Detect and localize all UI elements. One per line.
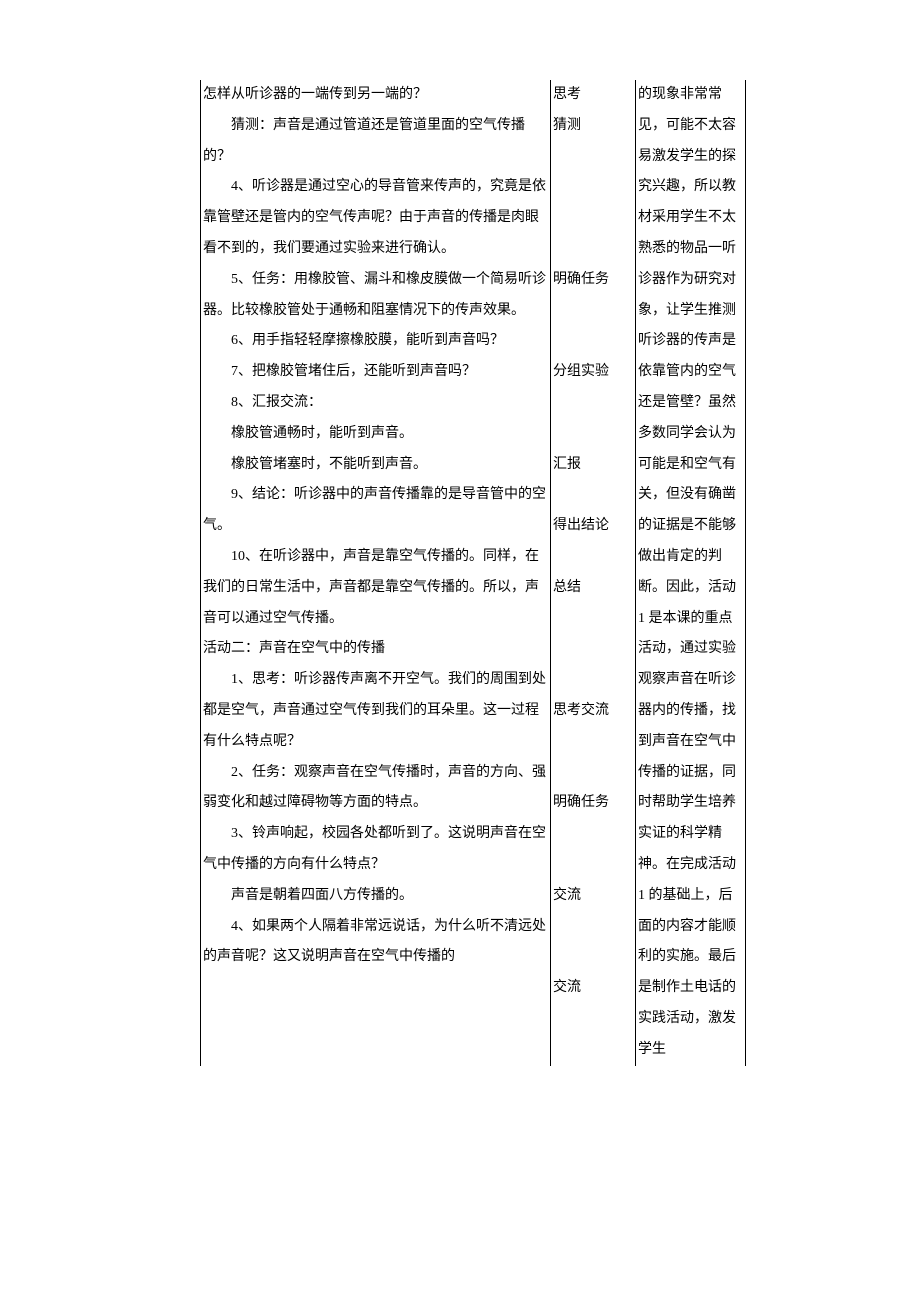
cell-line bbox=[553, 727, 633, 758]
cell-line bbox=[553, 819, 633, 850]
cell-line bbox=[553, 912, 633, 943]
cell-line bbox=[553, 172, 633, 203]
cell-line bbox=[553, 480, 633, 511]
cell-line bbox=[553, 758, 633, 789]
activity-heading: 活动二：声音在空气中的传播 bbox=[203, 634, 548, 665]
paragraph: 6、用手指轻轻摩擦橡胶膜，能听到声音吗？ bbox=[203, 326, 548, 357]
cell-line bbox=[553, 604, 633, 635]
cell-line: 思考 bbox=[553, 80, 633, 111]
teacher-activity-column: 怎样从听诊器的一端传到另一端的？ 猜测：声音是通过管道还是管道里面的空气传播的？… bbox=[201, 80, 551, 1066]
cell-line bbox=[553, 296, 633, 327]
cell-line: 思考交流 bbox=[553, 696, 633, 727]
cell-line bbox=[553, 142, 633, 173]
cell-line bbox=[553, 326, 633, 357]
cell-line: 汇报 bbox=[553, 450, 633, 481]
paragraph: 4、听诊器是通过空心的导音管来传声的，究竟是依靠管壁还是管内的空气传声呢？由于声… bbox=[203, 172, 548, 264]
paragraph: 橡胶管堵塞时，不能听到声音。 bbox=[203, 450, 548, 481]
paragraph: 4、如果两个人隔着非常远说话，为什么听不清远处的声音呢？这又说明声音在空气中传播… bbox=[203, 912, 548, 974]
paragraph: 猜测：声音是通过管道还是管道里面的空气传播的？ bbox=[203, 111, 548, 173]
paragraph: 7、把橡胶管堵住后，还能听到声音吗？ bbox=[203, 357, 548, 388]
cell-line: 得出结论 bbox=[553, 511, 633, 542]
cell-line: 总结 bbox=[553, 573, 633, 604]
cell-line: 明确任务 bbox=[553, 788, 633, 819]
design-intent-column: 的现象非常常见，可能不太容易激发学生的探究兴趣，所以教材采用学生不太熟悉的物品一… bbox=[636, 80, 746, 1066]
cell-line: 分组实验 bbox=[553, 357, 633, 388]
paragraph: 3、铃声响起，校园各处都听到了。这说明声音在空气中传播的方向有什么特点？ bbox=[203, 819, 548, 881]
cell-line bbox=[553, 419, 633, 450]
paragraph: 的现象非常常见，可能不太容易激发学生的探究兴趣，所以教材采用学生不太熟悉的物品一… bbox=[638, 80, 743, 1066]
cell-line: 交流 bbox=[553, 973, 633, 1004]
cell-line bbox=[553, 203, 633, 234]
cell-line bbox=[553, 634, 633, 665]
paragraph: 8、汇报交流： bbox=[203, 388, 548, 419]
cell-line bbox=[553, 850, 633, 881]
paragraph: 1、思考：听诊器传声离不开空气。我们的周围到处都是空气，声音通过空气传到我们的耳… bbox=[203, 665, 548, 757]
paragraph: 橡胶管通畅时，能听到声音。 bbox=[203, 419, 548, 450]
cell-line bbox=[553, 665, 633, 696]
paragraph: 声音是朝着四面八方传播的。 bbox=[203, 881, 548, 912]
document-page: 怎样从听诊器的一端传到另一端的？ 猜测：声音是通过管道还是管道里面的空气传播的？… bbox=[0, 0, 920, 1301]
cell-line: 明确任务 bbox=[553, 265, 633, 296]
student-activity-column: 思考 猜测 明确任务 分组实验 汇报 得出结论 总结 bbox=[551, 80, 636, 1066]
paragraph: 5、任务：用橡胶管、漏斗和橡皮膜做一个简易听诊器。比较橡胶管处于通畅和阻塞情况下… bbox=[203, 265, 548, 327]
cell-line: 交流 bbox=[553, 881, 633, 912]
paragraph: 10、在听诊器中，声音是靠空气传播的。同样，在我们的日常生活中，声音都是靠空气传… bbox=[203, 542, 548, 634]
cell-line: 猜测 bbox=[553, 111, 633, 142]
paragraph: 怎样从听诊器的一端传到另一端的？ bbox=[203, 80, 548, 111]
lesson-plan-table: 怎样从听诊器的一端传到另一端的？ 猜测：声音是通过管道还是管道里面的空气传播的？… bbox=[200, 80, 746, 1066]
cell-line bbox=[553, 388, 633, 419]
cell-line bbox=[553, 234, 633, 265]
cell-line bbox=[553, 542, 633, 573]
paragraph: 2、任务：观察声音在空气传播时，声音的方向、强弱变化和越过障碍物等方面的特点。 bbox=[203, 758, 548, 820]
cell-line bbox=[553, 942, 633, 973]
paragraph: 9、结论：听诊器中的声音传播靠的是导音管中的空气。 bbox=[203, 480, 548, 542]
